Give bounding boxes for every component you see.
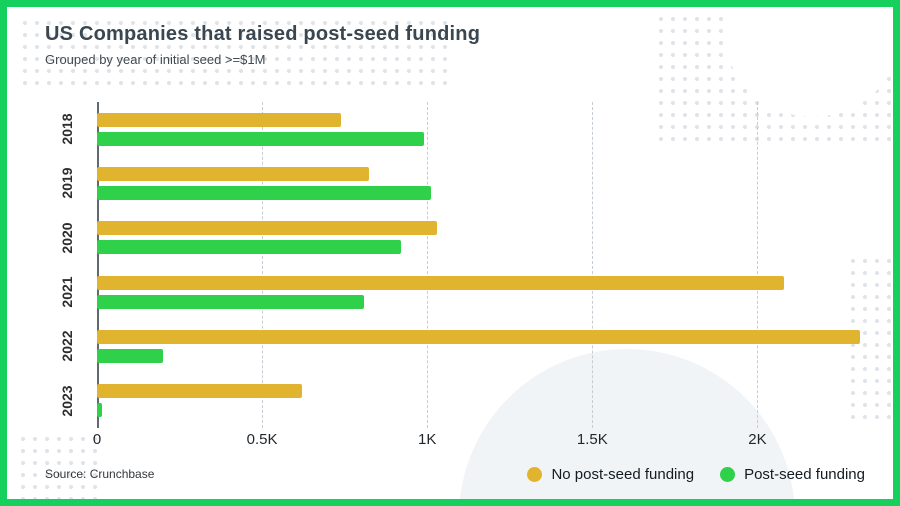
bar-no-post-seed-funding-2021	[97, 275, 784, 290]
chart-header: US Companies that raised post-seed fundi…	[45, 23, 480, 67]
y-axis-year-label: 2021	[59, 276, 75, 308]
year-group-2022: 2022	[59, 319, 873, 373]
x-tick-label: 1.5K	[576, 431, 608, 448]
bar-no-post-seed-funding-2018	[97, 112, 342, 127]
legend-item-no-post-seed-funding: No post-seed funding	[527, 466, 694, 483]
dots-pattern-bottom-left	[17, 433, 103, 499]
legend-item-post-seed-funding: Post-seed funding	[720, 466, 865, 483]
bar-no-post-seed-funding-2020	[97, 221, 438, 236]
legend-marker-icon	[720, 467, 736, 482]
bar-post-seed-funding-2023	[97, 403, 102, 418]
bar-post-seed-funding-2021	[97, 294, 365, 309]
year-group-2020: 2020	[59, 211, 873, 265]
y-axis-year-label: 2018	[59, 113, 75, 145]
dots-pattern-top-left	[19, 17, 449, 91]
x-axis: 0 0.5K 1K 1.5K 2K	[93, 431, 873, 453]
legend-label: No post-seed funding	[551, 466, 695, 483]
bar-post-seed-funding-2019	[97, 185, 431, 200]
x-tick-label: 2K	[748, 431, 767, 448]
y-axis-year-label: 2020	[59, 222, 75, 254]
legend: No post-seed funding Post-seed funding	[527, 466, 865, 483]
chart-subtitle: Grouped by year of initial seed >=$1M	[45, 52, 266, 67]
bar-post-seed-funding-2020	[97, 240, 401, 255]
bar-post-seed-funding-2022	[97, 348, 164, 363]
x-tick-label: 0	[92, 431, 102, 448]
year-group-2018: 2018	[59, 102, 873, 156]
year-group-2023: 2023	[59, 374, 873, 428]
y-axis-year-label: 2022	[59, 330, 75, 363]
gridline	[262, 102, 264, 428]
x-tick-label: 0.5K	[246, 431, 278, 448]
bar-no-post-seed-funding-2023	[97, 384, 302, 399]
gridline	[757, 102, 759, 428]
bar-no-post-seed-funding-2022	[97, 329, 860, 344]
bar-rows: 2018 2019 2020 2021 2022 2023	[59, 102, 873, 428]
legend-label: Post-seed funding	[744, 466, 865, 483]
bar-post-seed-funding-2018	[97, 131, 424, 146]
chart-title: US Companies that raised post-seed fundi…	[45, 23, 481, 45]
y-axis-year-label: 2023	[59, 385, 75, 417]
y-axis-line	[97, 102, 99, 428]
bar-no-post-seed-funding-2019	[97, 166, 370, 181]
y-axis-year-label: 2019	[59, 167, 75, 200]
gridline	[427, 102, 429, 428]
x-tick-label: 1K	[418, 431, 437, 448]
year-group-2021: 2021	[59, 265, 873, 319]
gridline	[592, 102, 594, 428]
legend-marker-icon	[527, 467, 543, 482]
plot-area: 2018 2019 2020 2021 2022 2023	[59, 102, 873, 428]
source-label: Source: Crunchbase	[45, 467, 155, 481]
year-group-2019: 2019	[59, 156, 873, 210]
